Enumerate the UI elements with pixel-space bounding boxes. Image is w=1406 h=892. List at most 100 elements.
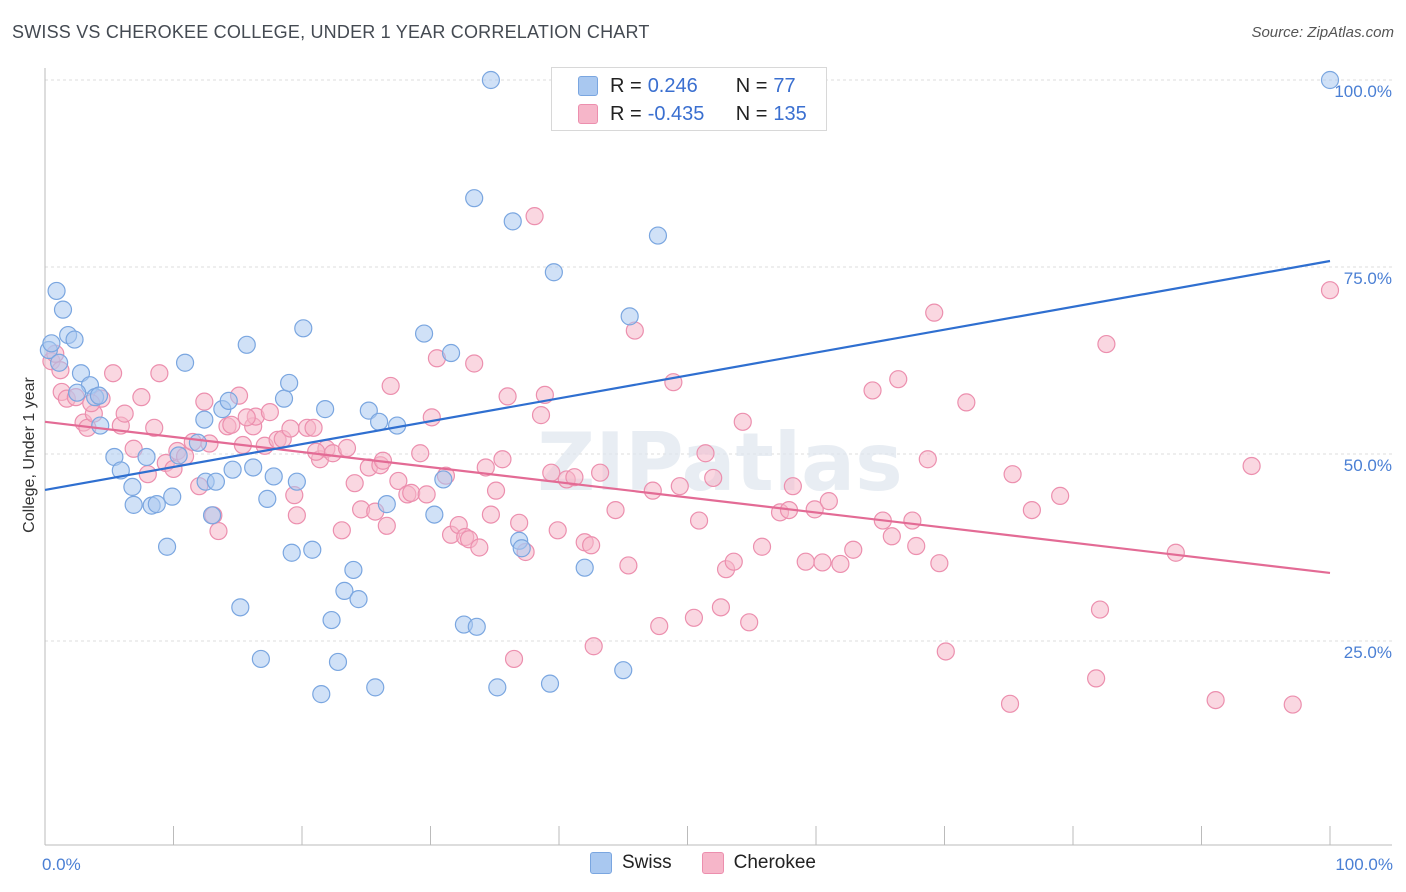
cherokee-point [345, 474, 364, 493]
x-tick-label: 100.0% [1335, 855, 1393, 874]
cherokee-point [281, 419, 300, 438]
cherokee-swatch [578, 104, 598, 124]
cherokee-point [510, 513, 529, 532]
swiss-point [316, 400, 335, 419]
cherokee-point [389, 471, 408, 491]
cherokee-point [337, 438, 357, 458]
cherokee-point [237, 408, 256, 427]
cherokee-point [476, 458, 495, 477]
cherokee-point [957, 393, 976, 412]
legend-row-swiss: R = 0.246 N = 77 [578, 73, 796, 99]
series-swiss-points [39, 70, 1340, 704]
swiss-point [163, 487, 182, 506]
swiss-point [648, 226, 668, 245]
cherokee-point [465, 354, 484, 373]
swiss-point [294, 319, 313, 338]
y-axis-label: College, Under 1 year [21, 377, 38, 533]
x-tick-label: 0.0% [42, 855, 81, 874]
source-label: Source: ZipAtlas.com [1251, 24, 1394, 41]
cherokee-point [918, 450, 937, 469]
chart-title: SWISS VS CHEROKEE COLLEGE, UNDER 1 YEAR … [12, 22, 650, 42]
cherokee-point [145, 418, 164, 437]
y-tick-label: 100.0% [1334, 82, 1392, 101]
swiss-point [512, 539, 531, 558]
swiss-point [441, 343, 461, 363]
trend-lines [44, 259, 1331, 575]
cherokee-point [844, 540, 863, 559]
swiss-point [620, 307, 639, 326]
cherokee-point [1087, 669, 1106, 688]
axes [44, 68, 1392, 846]
swiss-point [202, 506, 222, 525]
legend-r-value: 0.246 [647, 74, 698, 97]
swiss-point [258, 489, 277, 508]
cherokee-point [124, 439, 143, 458]
legend-row-cherokee: R = -0.435 N = 135 [578, 101, 807, 127]
legend-label-swiss: Swiss [621, 852, 672, 873]
swiss-point [195, 410, 214, 429]
cherokee-point [930, 554, 949, 573]
swiss-point [231, 598, 250, 617]
cherokee-point [936, 642, 955, 661]
cherokee-point [650, 616, 669, 636]
swiss-point [425, 505, 444, 524]
cherokee-point [1000, 694, 1020, 713]
cherokee-point [504, 649, 524, 669]
swiss-point [312, 685, 331, 704]
cherokee-point [417, 485, 436, 504]
legend-n-label: N = [735, 74, 768, 97]
swiss-swatch [589, 852, 612, 874]
swiss-point [481, 70, 500, 90]
swiss-point [434, 470, 453, 489]
swiss-point [282, 543, 301, 562]
swiss-point [349, 590, 368, 609]
cherokee-point [525, 207, 544, 226]
cherokee-point [381, 376, 400, 396]
series-legend: Swiss Cherokee [0, 852, 1406, 874]
cherokee-point [486, 481, 506, 500]
cherokee-point [209, 521, 228, 541]
swiss-point [328, 652, 348, 672]
y-tick-label: 75.0% [1344, 269, 1392, 288]
cherokee-point [195, 392, 214, 411]
cherokee-point [584, 637, 603, 656]
legend-item-swiss[interactable]: Swiss [589, 852, 672, 874]
cherokee-point [903, 511, 922, 530]
swiss-point [366, 678, 385, 697]
gridlines [45, 79, 1392, 642]
swiss-point [68, 383, 87, 402]
cherokee-point [531, 406, 551, 425]
watermark: ZIPatlas [537, 416, 903, 509]
cherokee-point [711, 598, 731, 617]
swiss-point [244, 458, 263, 477]
legend-item-cherokee[interactable]: Cherokee [701, 852, 816, 874]
swiss-point [147, 495, 166, 514]
swiss-point [614, 661, 633, 680]
cherokee-point [819, 492, 838, 511]
legend-r-label: R = [610, 74, 642, 97]
swiss-point [575, 558, 594, 577]
cherokee-point [831, 554, 850, 574]
cherokee-point [882, 527, 901, 546]
swiss-point [370, 412, 389, 431]
cherokee-point [606, 501, 625, 520]
legend-n-value: 135 [773, 102, 807, 125]
cherokee-point [542, 463, 561, 482]
swiss-point [123, 477, 142, 497]
cherokee-point [704, 468, 723, 488]
swiss-point [65, 330, 84, 349]
cherokee-point [724, 552, 743, 571]
cherokee-swatch [701, 852, 724, 874]
cherokee-point [150, 364, 169, 383]
cherokee-point [863, 381, 882, 400]
stats-legend: R = 0.246 N = 77 R = -0.435 N = 135 [551, 67, 827, 131]
cherokee-point [115, 404, 134, 423]
cherokee-point [783, 477, 802, 496]
swiss-point [503, 212, 522, 231]
cherokee-point [422, 408, 441, 427]
cherokee-point [1022, 501, 1041, 520]
swiss-point [219, 391, 238, 410]
cherokee-point [260, 403, 279, 422]
swiss-point [303, 540, 322, 559]
